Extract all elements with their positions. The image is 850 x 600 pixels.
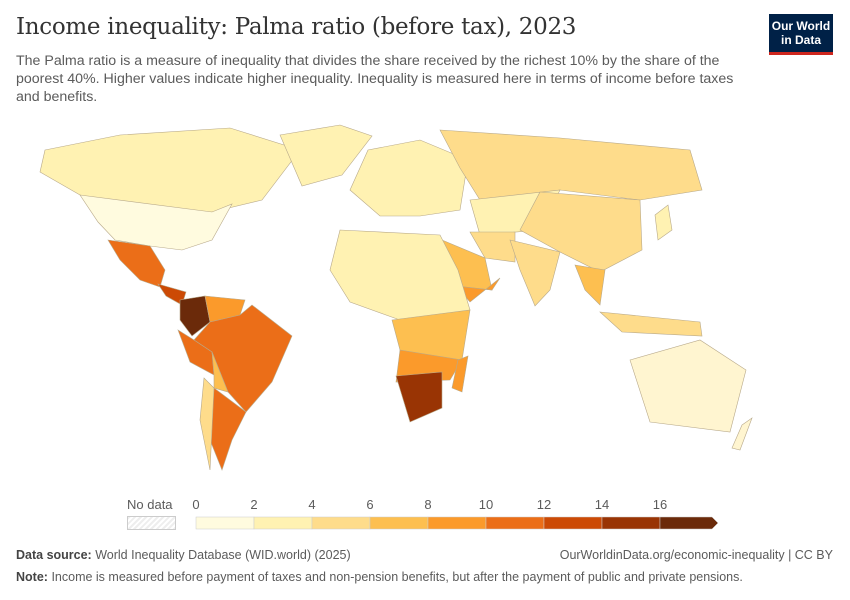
legend-bin[interactable] [195, 516, 255, 530]
legend-tick-label: 0 [192, 497, 200, 512]
country-iran[interactable] [469, 231, 516, 263]
legend-bin[interactable] [485, 516, 545, 530]
legend-no-data-label: No data [127, 497, 173, 512]
legend-bin[interactable] [311, 516, 371, 530]
legend-bin[interactable] [543, 516, 603, 530]
country-canada[interactable] [39, 127, 301, 213]
country-usa[interactable] [79, 194, 233, 251]
legend-color-bar [195, 516, 719, 530]
note-text: Income is measured before payment of tax… [51, 570, 743, 584]
footnote: Note: Income is measured before payment … [16, 570, 743, 584]
country-russia[interactable] [439, 129, 703, 201]
country-japan[interactable] [654, 204, 673, 241]
country-chile[interactable] [199, 377, 215, 471]
country-australia[interactable] [629, 339, 747, 433]
legend-tick-label: 2 [250, 497, 258, 512]
country-greenland[interactable] [279, 124, 373, 187]
legend-tick-label: 4 [308, 497, 316, 512]
country-india[interactable] [509, 239, 561, 307]
note-label: Note: [16, 570, 48, 584]
legend-no-data-swatch [127, 516, 176, 530]
chart-subtitle: The Palma ratio is a measure of inequali… [16, 53, 734, 105]
legend-tick-label: 12 [536, 497, 552, 512]
country-indonesia[interactable] [599, 311, 703, 337]
legend-bin[interactable] [253, 516, 313, 530]
legend-bin[interactable] [659, 516, 719, 530]
source-text[interactable]: World Inequality Database (WID.world) (2… [95, 548, 351, 562]
owid-logo[interactable]: Our World in Data [769, 14, 833, 55]
country-southern-africa[interactable] [395, 349, 463, 383]
country-southeast-asia[interactable] [574, 264, 606, 306]
source-label: Data source: [16, 548, 92, 562]
source-url[interactable]: OurWorldinData.org/economic-inequality |… [559, 548, 833, 562]
legend-bin[interactable] [601, 516, 661, 530]
legend-tick-label: 16 [652, 497, 668, 512]
legend-bin[interactable] [369, 516, 429, 530]
legend-tick-label: 14 [594, 497, 610, 512]
legend-tick-label: 10 [478, 497, 494, 512]
country-colombia[interactable] [179, 295, 211, 337]
chart-title: Income inequality: Palma ratio (before t… [16, 14, 577, 40]
legend-bin[interactable] [427, 516, 487, 530]
country-europe[interactable] [349, 139, 469, 217]
logo-text: Our World in Data [771, 19, 831, 47]
legend-tick-label: 8 [424, 497, 432, 512]
data-source: Data source: World Inequality Database (… [16, 548, 351, 562]
country-south-africa[interactable] [395, 371, 443, 423]
country-new-zealand[interactable] [731, 417, 753, 451]
legend-tick-label: 6 [366, 497, 374, 512]
country-madagascar[interactable] [451, 355, 469, 393]
